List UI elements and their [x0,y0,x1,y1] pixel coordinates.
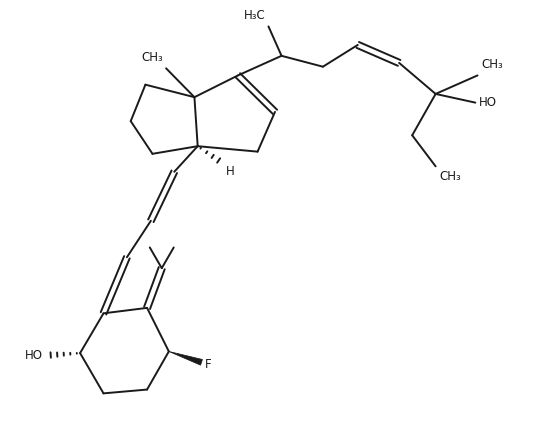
Text: CH₃: CH₃ [439,169,461,183]
Text: CH₃: CH₃ [481,58,503,71]
Polygon shape [169,351,202,365]
Text: F: F [205,358,212,371]
Text: H₃C: H₃C [244,9,266,22]
Text: HO: HO [25,349,43,362]
Text: HO: HO [479,96,497,109]
Text: CH₃: CH₃ [141,51,163,64]
Text: H: H [226,164,234,178]
